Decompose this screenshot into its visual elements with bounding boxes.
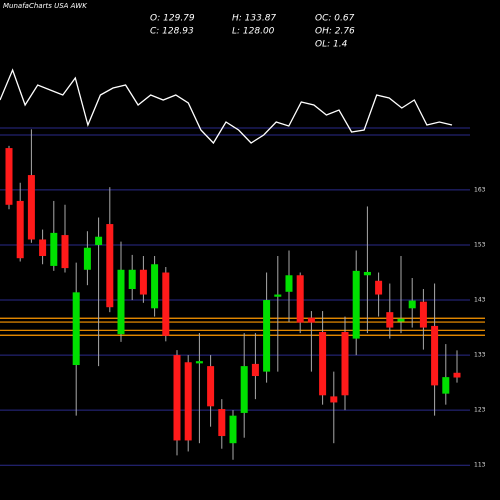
candle-body [363,271,371,276]
candle-body [240,366,248,413]
candle-body [453,372,461,378]
candle-body [296,275,304,323]
y-tick-label: 133 [474,352,486,359]
candle-body [106,224,114,308]
candle-body [419,301,427,328]
candle-body [285,275,293,292]
candle-body [442,377,450,394]
candle-body [151,264,159,309]
candle-body [83,247,91,270]
candle-body [95,236,103,245]
candle-body [352,270,360,339]
candle-body [307,317,315,323]
stat-label: H: 133.87 [232,14,276,24]
candle-body [184,362,192,441]
indicator-line [0,68,453,145]
candle-body [319,331,327,396]
candle-body [195,361,203,364]
candle-body [173,355,181,441]
candle-body [207,366,215,407]
candle-body [117,269,125,335]
candle-body [50,232,58,266]
y-tick-label: 163 [474,186,486,193]
candle-body [386,312,394,328]
candle-body [218,409,226,437]
candle-body [408,300,416,309]
stat-label: L: 128.00 [232,27,275,37]
stat-label: OC: 0.67 [315,14,355,24]
candle-body [375,280,383,295]
candle-body [39,239,47,256]
candle-body [128,269,136,290]
candle-body [72,292,80,366]
stat-label: OH: 2.76 [315,27,355,37]
candle-body [139,269,147,295]
chart-title: MunafaCharts USA AWK [3,2,88,10]
candle-body [5,148,13,205]
y-tick-label: 123 [474,407,486,414]
stat-label: C: 128.93 [150,27,194,37]
candle-body [229,415,237,444]
candle-body [61,235,69,269]
candle-body [162,272,170,336]
candle-body [27,175,35,240]
candle-body [263,300,271,372]
candle-body [16,200,24,259]
candle-body [274,294,282,297]
stat-label: OL: 1.4 [315,40,348,50]
candle-body [397,318,405,322]
candle-body [251,363,259,377]
stat-label: O: 129.79 [150,14,195,24]
y-tick-label: 153 [474,241,486,248]
candle-body [330,396,338,403]
y-tick-label: 143 [474,297,486,304]
candle-body [431,325,439,386]
y-tick-label: 113 [474,462,486,469]
candle-body [341,331,349,396]
